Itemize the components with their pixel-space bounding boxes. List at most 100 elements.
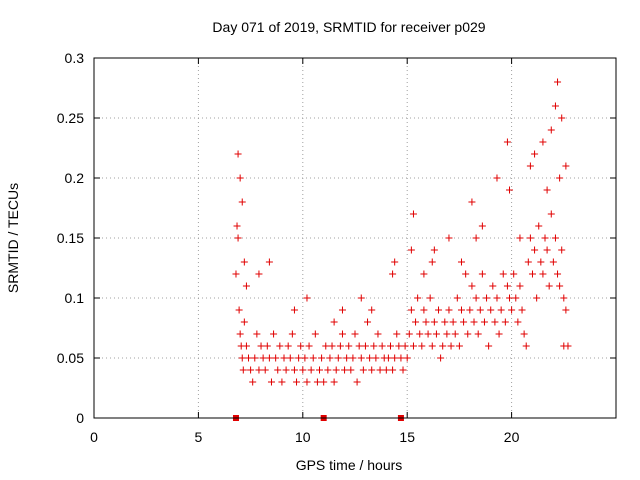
data-point: [547, 126, 555, 134]
data-point: [441, 318, 449, 326]
data-point: [328, 342, 336, 350]
y-axis-label: SRMTID / TECUs: [5, 183, 21, 293]
data-point: [420, 306, 428, 314]
y-tick-label: 0.25: [57, 110, 84, 126]
data-point: [272, 354, 280, 362]
data-point: [301, 354, 309, 362]
data-point: [551, 102, 559, 110]
data-point: [274, 366, 282, 374]
data-point: [464, 330, 472, 338]
x-tick-label: 10: [295, 429, 311, 445]
data-point: [267, 378, 275, 386]
data-point: [483, 294, 491, 302]
x-axis-label: GPS time / hours: [296, 457, 403, 473]
data-point: [539, 270, 547, 278]
data-point: [560, 342, 568, 350]
data-point: [257, 342, 265, 350]
data-point: [240, 258, 248, 266]
data-point: [412, 318, 420, 326]
data-point: [391, 258, 399, 266]
data-point: [545, 282, 553, 290]
data-point: [455, 342, 463, 350]
data-point: [270, 330, 278, 338]
data-point: [495, 330, 503, 338]
data-point: [497, 306, 505, 314]
data-point: [528, 270, 536, 278]
data-point: [288, 330, 296, 338]
data-point: [330, 318, 338, 326]
data-point: [551, 234, 559, 242]
data-point: [318, 354, 326, 362]
data-point: [474, 330, 482, 338]
data-point: [309, 354, 317, 362]
data-point: [418, 342, 426, 350]
data-point: [286, 354, 294, 362]
data-point: [403, 354, 411, 362]
data-point: [357, 294, 365, 302]
data-point: [470, 318, 478, 326]
data-point: [439, 342, 447, 350]
data-point: [478, 222, 486, 230]
data-point: [290, 306, 298, 314]
data-point: [426, 294, 434, 302]
data-point: [478, 270, 486, 278]
data-point: [391, 354, 399, 362]
chart-title: Day 071 of 2019, SRMTID for receiver p02…: [212, 19, 485, 35]
data-point: [485, 342, 493, 350]
data-point: [437, 354, 445, 362]
data-point: [489, 282, 497, 290]
data-point: [233, 222, 241, 230]
data-point: [503, 138, 511, 146]
data-point: [320, 378, 328, 386]
x-tick-label: 0: [90, 429, 98, 445]
data-point: [265, 258, 273, 266]
data-point: [247, 366, 255, 374]
data-point: [535, 222, 543, 230]
data-point: [526, 234, 534, 242]
data-point: [345, 342, 353, 350]
data-point: [416, 330, 424, 338]
data-point: [449, 318, 457, 326]
data-point: [428, 258, 436, 266]
data-point: [316, 366, 324, 374]
data-point: [307, 366, 315, 374]
data-point: [493, 174, 501, 182]
data-point: [435, 306, 443, 314]
data-point: [347, 366, 355, 374]
data-point: [236, 174, 244, 182]
data-point: [305, 342, 313, 350]
data-point: [370, 342, 378, 350]
data-point: [554, 78, 562, 86]
data-point: [284, 342, 292, 350]
data-point: [278, 378, 286, 386]
data-point: [349, 354, 357, 362]
data-point: [558, 246, 566, 254]
data-point: [297, 342, 305, 350]
data-point: [242, 282, 250, 290]
data-point: [232, 270, 240, 278]
data-point: [466, 306, 474, 314]
data-point: [468, 282, 476, 290]
data-point: [265, 354, 273, 362]
x-tick-label: 5: [195, 429, 203, 445]
data-point: [480, 318, 488, 326]
data-point: [506, 294, 514, 302]
data-point: [235, 306, 243, 314]
data-point: [556, 282, 564, 290]
data-point: [238, 198, 246, 206]
data-point: [255, 366, 263, 374]
data-point: [547, 210, 555, 218]
data-point: [313, 378, 321, 386]
data-point: [493, 294, 501, 302]
data-point: [562, 162, 570, 170]
data-point: [443, 330, 451, 338]
data-point: [384, 354, 392, 362]
data-point: [382, 366, 390, 374]
data-point: [518, 306, 526, 314]
data-point: [554, 270, 562, 278]
data-point: [276, 342, 284, 350]
data-point: [261, 366, 269, 374]
data-point: [508, 306, 516, 314]
data-point: [240, 318, 248, 326]
